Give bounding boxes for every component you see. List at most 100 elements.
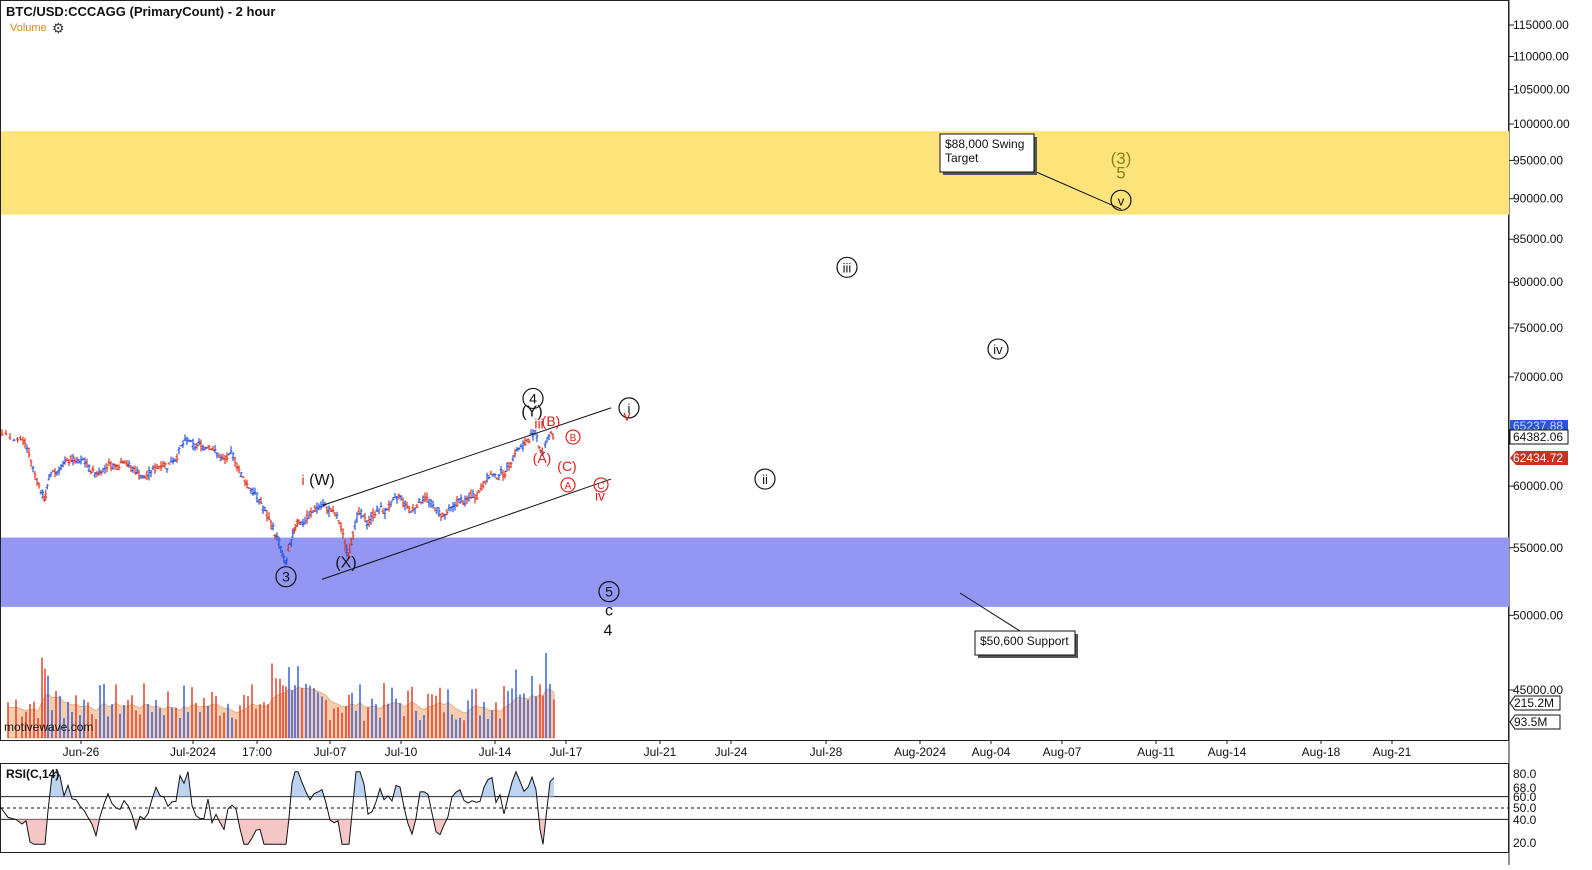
price-bar [299,521,303,525]
price-bar [497,473,501,481]
price-bar [523,437,527,447]
price-bar [93,472,97,478]
price-bar [543,441,547,448]
price-bar [195,442,199,450]
price-bar [453,501,457,511]
price-badge-bg [1510,451,1568,465]
price-bar [369,512,373,525]
wave-label: A [560,477,576,493]
wave-label-text: ii [762,472,768,487]
wave-label: (W) [309,472,335,489]
wave-label: iii [534,415,543,431]
price-bar [51,470,55,473]
wave-label-text: iii [534,415,543,431]
price-bar [521,440,525,452]
price-bar [69,454,73,463]
price-bar [153,463,157,474]
price-bar [0,429,4,437]
price-bar [427,498,431,508]
price-bar [439,513,443,522]
volume-badge: 215.2M [1509,695,1561,711]
price-bar [411,503,415,513]
price-bar [235,462,239,472]
x-tick-label: Aug-07 [1043,745,1082,759]
price-bar [487,475,491,480]
rsi-oversold-fill [15,819,546,845]
price-bar [165,468,169,473]
rsi-level-label: 80.0 [1513,767,1537,781]
price-bar [405,501,409,510]
rsi-level-label: 40.0 [1513,813,1537,827]
price-bar [211,446,215,451]
wave-label: i [301,472,304,488]
wave-label-circle [1110,189,1132,211]
price-bar [155,463,159,470]
y-tick-label: 85000.00 [1513,232,1563,246]
wave-label: B [565,429,581,445]
price-bar [193,443,197,451]
price-bar [39,489,43,495]
price-bar [127,460,131,468]
price-bar [213,444,217,453]
price-bar [119,457,123,464]
price-bar [377,508,381,515]
price-bar [219,453,223,462]
price-bar [45,484,49,490]
rsi-level-label: 60.0 [1513,790,1537,804]
x-tick-label: 17:00 [242,745,272,759]
price-bar [31,465,35,473]
price-badge-bg [1510,420,1568,430]
rsi-level-label: 20.0 [1513,836,1537,850]
price-bar [449,506,453,512]
price-bar [33,471,37,480]
price-bar [471,489,475,498]
price-bar [286,544,290,552]
wave-label-circle [754,468,776,490]
price-bar [319,501,323,510]
price-bar [542,451,546,454]
price-bar [23,437,27,449]
price-bar [185,436,189,446]
price-bar [59,464,63,471]
wave-label-text: (W) [309,472,335,489]
price-bar [409,510,413,513]
price-bar [247,487,251,489]
y-tick-label: 110000.00 [1513,50,1569,64]
wave-label: 3 [275,566,297,588]
price-bar [203,446,207,451]
price-bar [341,528,345,539]
wave-label: 4 [522,387,544,410]
price-bar [509,461,513,468]
price-bar [537,445,541,450]
price-bar [367,515,371,527]
price-bar [297,519,301,525]
price-bar [285,557,289,565]
price-bar [348,543,352,554]
wave-label: iii [836,256,858,278]
gear-icon[interactable]: ⚙ [52,20,65,36]
price-bar [135,466,139,475]
price-bar [307,511,311,520]
price-bar [415,503,419,509]
price-bar [223,454,227,464]
rsi-level-label: 68.0 [1513,781,1537,795]
price-bar [81,457,85,461]
price-bar [511,455,515,462]
price-bar [27,447,31,458]
x-tick-label: Jul-21 [644,745,677,759]
price-bar [429,499,433,508]
price-bar [179,445,183,447]
y-tick-label: 50000.00 [1513,608,1563,622]
wave-label-text: c [605,602,613,619]
price-bar [401,497,405,508]
wave-label: (3) [1111,149,1132,168]
price-bar [321,498,325,508]
wave-label-text: 4 [529,390,537,406]
price-bar [4,429,8,436]
price-bar [413,507,417,515]
price-bar [237,465,241,474]
wave-label: (X) [335,554,356,571]
callout-text: Target [945,151,979,165]
price-bar [25,444,29,453]
